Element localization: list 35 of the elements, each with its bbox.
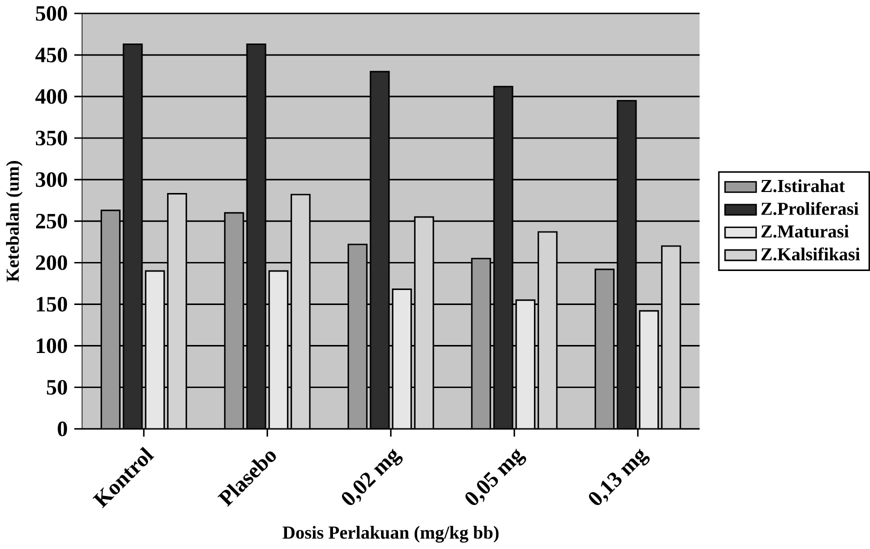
y-tick-label: 50 (46, 380, 68, 395)
y-tick-label: 450 (35, 48, 68, 62)
bar (370, 71, 390, 430)
bar (616, 100, 637, 430)
y-tick-label: 400 (35, 89, 68, 104)
y-tick-label: 0 (58, 422, 68, 436)
y-tick-label: 350 (36, 130, 68, 146)
legend-label: Z.Istirahat (761, 179, 845, 192)
y-tick-label: 150 (36, 297, 68, 312)
legend-label: Z.Maturasi (761, 224, 849, 238)
legend-label: Z.Kalsifikasi (761, 248, 860, 261)
bar (122, 44, 143, 430)
bar (224, 212, 244, 430)
x-axis-title: Dosis Perlakuan (mg/kg bb) (282, 526, 499, 543)
bar (515, 300, 536, 430)
x-tick-label: 0,02 mg (342, 448, 403, 506)
bar (100, 210, 121, 430)
bar (638, 310, 659, 430)
bar (594, 268, 615, 430)
bar (348, 244, 368, 430)
legend-label: Z.Proliferasi (761, 202, 859, 216)
bar (246, 44, 266, 430)
y-tick-label: 300 (36, 172, 68, 188)
y-axis-title: Ketebalan (um) (6, 161, 23, 282)
bar (493, 86, 514, 430)
bar (144, 270, 165, 430)
y-tick-label: 100 (36, 338, 68, 354)
y-tick-label: 200 (36, 255, 68, 270)
x-tick-label: 0,13 mg (588, 448, 650, 506)
bar (392, 288, 412, 430)
bar (268, 270, 288, 430)
y-tick-label: 250 (36, 214, 68, 229)
bar (471, 258, 492, 430)
y-tick-label: 500 (36, 6, 68, 21)
x-tick-label: 0,05 mg (465, 448, 526, 506)
